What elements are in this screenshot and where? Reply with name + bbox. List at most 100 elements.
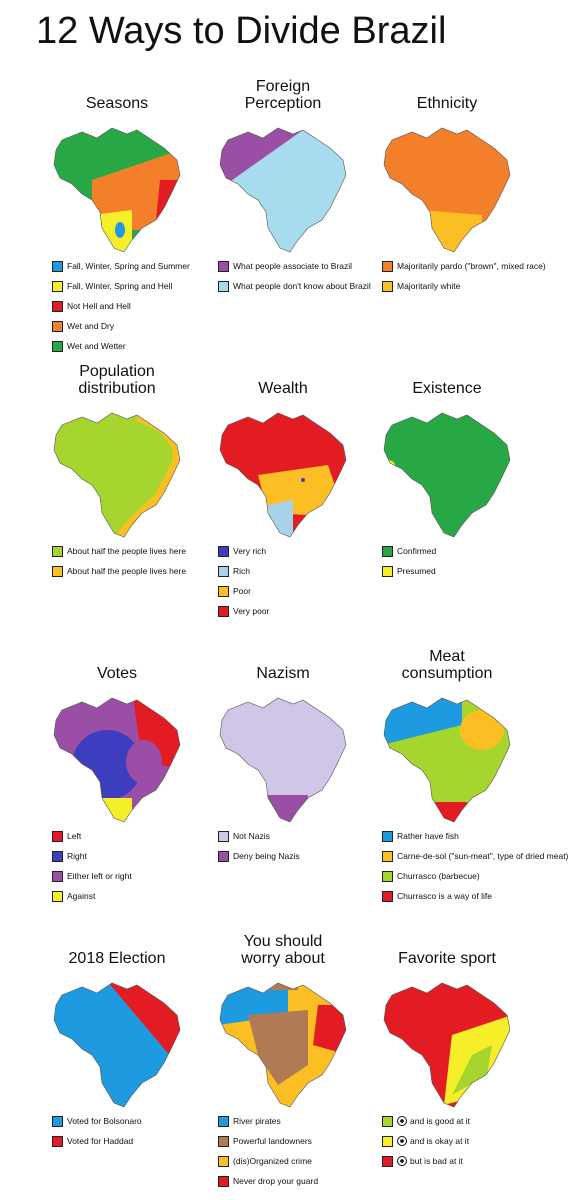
legend-item: What people don't know about Brazil	[218, 276, 408, 296]
legend-item: Majoritarily white	[382, 276, 570, 296]
legend: River pirates Powerful landowners (dis)Org…	[218, 1111, 408, 1191]
legend-label: Very poor	[233, 606, 270, 616]
map-outline	[53, 127, 181, 253]
legend-label: Wet and Dry	[67, 321, 115, 331]
legend-label: Voted for Bolsonaro	[67, 1116, 142, 1126]
map-region	[126, 740, 162, 784]
map-region	[460, 710, 504, 750]
map	[53, 412, 181, 538]
panel-title: 2018 Election	[68, 950, 166, 967]
legend: Fall, Winter, Spring and Summer Fall, Win…	[52, 256, 242, 356]
panel-title: Favorite sport	[398, 950, 496, 967]
legend-item: Not Nazis	[218, 826, 408, 846]
legend-swatch	[218, 280, 229, 292]
legend-swatch	[218, 850, 229, 862]
panel: Ethnicity Majoritarily pardo ("brown", mi…	[362, 72, 546, 352]
map-region	[268, 500, 293, 537]
map-region	[313, 1005, 346, 1055]
panel-title-box: Votes	[32, 642, 202, 682]
legend: About half the people lives here About ha…	[52, 541, 242, 581]
panel: Wealth Very rich Rich Poor Very poor	[198, 357, 368, 637]
legend-item: Wet and Wetter	[52, 336, 242, 356]
legend: Confirmed Presumed	[382, 541, 570, 581]
legend-swatch	[52, 870, 63, 882]
legend-item: Majoritarily pardo ("brown", mixed race)	[382, 256, 570, 276]
legend-swatch	[52, 320, 63, 332]
legend-label: (dis)Organized crime	[233, 1156, 312, 1166]
map-region	[115, 222, 125, 238]
legend-item: Poor	[218, 581, 408, 601]
panel-title: Existence	[412, 380, 482, 397]
legend-item: Either left or right	[52, 866, 242, 886]
map-region	[102, 798, 132, 822]
panel-title-box: Ethnicity	[362, 72, 532, 112]
legend-label: What people don't know about Brazil	[233, 281, 371, 291]
map-region	[258, 983, 298, 990]
legend-label: and is okay at it	[410, 1136, 470, 1146]
legend-label: About half the people lives here	[67, 566, 187, 576]
panel-title-box: Population distribution	[32, 357, 202, 397]
legend-item: Carne-de-sol ("sun-meat", type of dried …	[382, 846, 570, 866]
map-regions	[220, 413, 346, 537]
map-outline	[219, 412, 347, 538]
map	[219, 127, 347, 253]
map	[383, 412, 511, 538]
panel: Existence Confirmed Presumed	[362, 357, 532, 637]
panel: Meat consumption Rather have fish Carne-de…	[362, 642, 568, 922]
legend-swatch	[52, 280, 63, 292]
panel-title: Votes	[96, 665, 138, 682]
legend-item: Presumed	[382, 561, 570, 581]
map-regions	[384, 983, 510, 1107]
legend-swatch	[382, 280, 393, 292]
legend-item: Powerful landowners	[218, 1131, 408, 1151]
page-title: 12 Ways to Divide Brazil	[36, 10, 447, 52]
legend-label: Voted for Haddad	[67, 1136, 134, 1146]
legend-swatch	[218, 605, 229, 617]
legend-swatch	[218, 585, 229, 597]
legend-label: Very rich	[233, 546, 267, 556]
map-region	[54, 413, 180, 537]
legend-swatch	[218, 1155, 229, 1167]
map-regions	[54, 413, 180, 537]
legend-swatch	[382, 1155, 393, 1167]
legend-swatch	[382, 890, 393, 902]
map-region	[248, 1010, 308, 1085]
panel-title-box: You should worry about	[198, 927, 368, 967]
legend-label: but is bad at it	[410, 1156, 463, 1166]
legend-item: and is good at it	[382, 1111, 570, 1131]
legend-label: Not Hell and Hell	[67, 301, 131, 311]
legend-label: About half the people lives here	[67, 546, 187, 556]
legend-item: Deny being Nazis	[218, 846, 408, 866]
legend-item: Right	[52, 846, 242, 866]
panel: Nazism Not Nazis Deny being Nazis	[198, 642, 368, 922]
legend-item: What people associate to Brazil	[218, 256, 408, 276]
map-outline	[383, 412, 511, 538]
legend: Rather have fish Carne-de-sol ("sun-meat"…	[382, 826, 570, 906]
panel-title-box: Existence	[362, 357, 532, 397]
map-region	[422, 210, 482, 252]
map	[219, 982, 347, 1108]
map-outline	[383, 127, 511, 253]
map-outline	[219, 982, 347, 1108]
panel-title: Ethnicity	[416, 95, 478, 112]
map	[219, 697, 347, 823]
panel-title: Population distribution	[78, 363, 156, 397]
legend-item: (dis)Organized crime	[218, 1151, 408, 1171]
panel-title: Seasons	[85, 95, 149, 112]
panel-title: Foreign Perception	[244, 78, 322, 112]
panel-title: You should worry about	[241, 933, 325, 967]
panel: You should worry about River pirates Power…	[198, 927, 368, 1200]
legend-swatch	[382, 830, 393, 842]
legend-swatch	[52, 850, 63, 862]
legend-swatch	[218, 1175, 229, 1187]
panel: Population distribution About half the pe…	[32, 357, 202, 637]
panel-title-box: Meat consumption	[362, 642, 532, 682]
legend-swatch	[52, 565, 63, 577]
legend-item: Very rich	[218, 541, 408, 561]
legend-label: Majoritarily white	[397, 281, 461, 291]
map-outline	[53, 697, 181, 823]
map-outline	[53, 982, 181, 1108]
panel-title-box: Seasons	[32, 72, 202, 112]
legend-item: Very poor	[218, 601, 408, 621]
